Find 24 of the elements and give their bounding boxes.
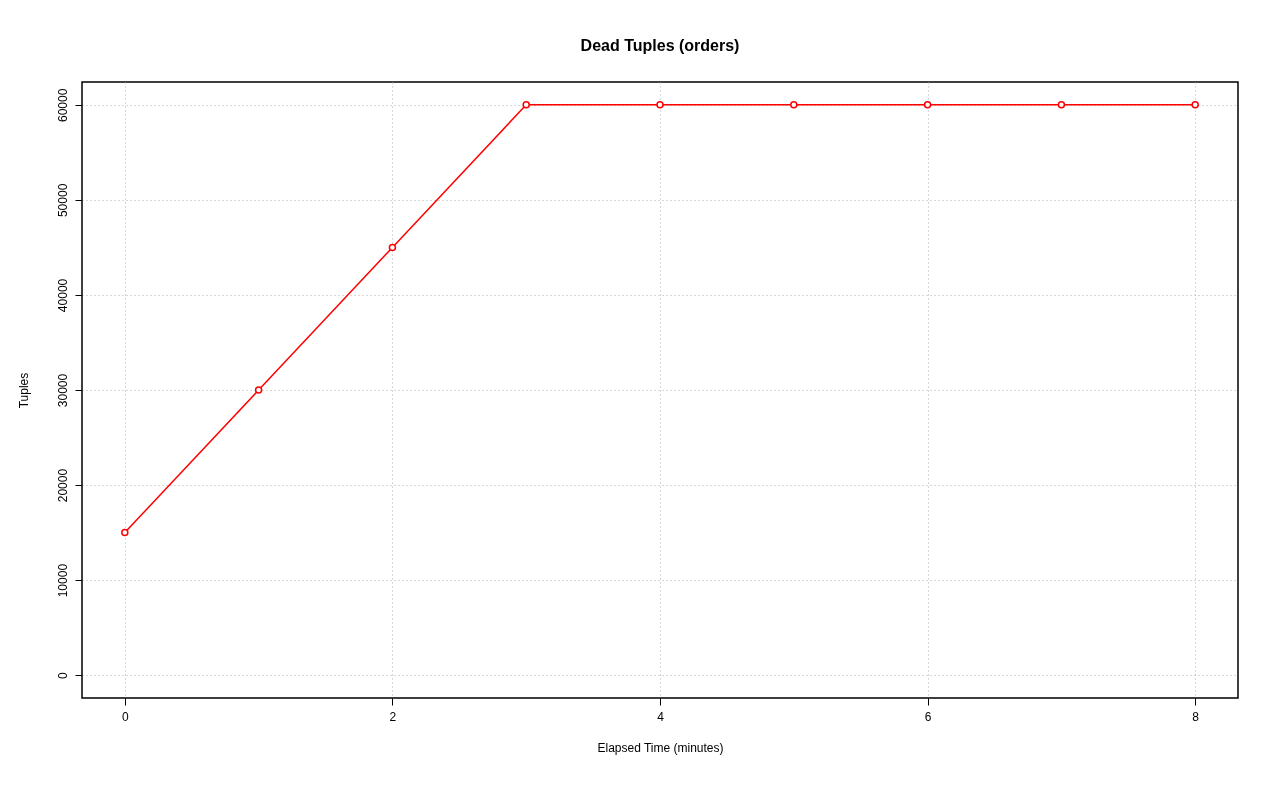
point	[121, 528, 129, 537]
point	[1191, 101, 1199, 109]
x-tick-label: 8	[1192, 709, 1200, 724]
point	[923, 101, 932, 109]
point	[388, 243, 397, 252]
y-tick-label: 0	[55, 672, 70, 680]
point	[656, 101, 664, 109]
point	[790, 101, 798, 109]
y-tick-label: 60000	[55, 88, 70, 122]
y-tick-label: 10000	[55, 563, 70, 598]
x-axis-title: Elapsed Time (minutes)	[597, 740, 724, 755]
point	[1057, 101, 1066, 109]
x-tick-label: 2	[389, 709, 397, 724]
y-tick-label: 50000	[55, 183, 70, 218]
y-tick-label: 30000	[55, 373, 70, 408]
y-axis-title: Tuples	[16, 372, 31, 409]
point	[254, 386, 263, 394]
y-tick-label: 40000	[55, 278, 70, 313]
chart-title: Dead Tuples (orders)	[580, 37, 740, 54]
x-tick-label: 6	[924, 709, 932, 724]
point	[522, 101, 530, 109]
y-tick-label: 20000	[55, 468, 70, 503]
x-tick-label: 4	[657, 709, 665, 724]
x-tick-label: 0	[121, 709, 129, 724]
